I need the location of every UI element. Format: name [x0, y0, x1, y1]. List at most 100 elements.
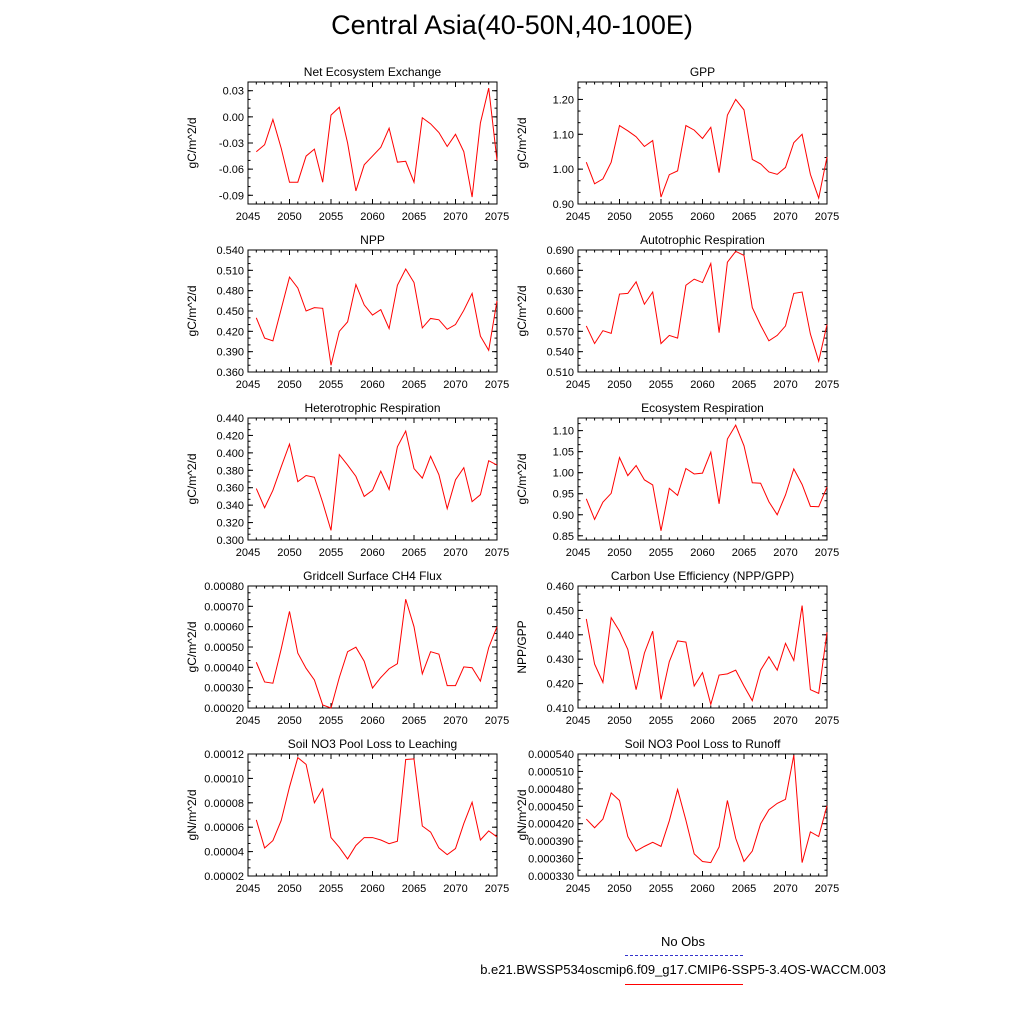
y-tick-label: 0.660: [546, 265, 574, 277]
y-tick-label: 0.570: [546, 326, 574, 338]
panel-0: Net Ecosystem Exchange gC/m^2/d 2045 2050 20…: [185, 65, 509, 223]
legend-obs-line: [625, 955, 743, 956]
x-tick-label: 2065: [402, 379, 426, 391]
y-tick-label: 0.90: [553, 510, 574, 522]
x-tick-label: 2055: [649, 547, 673, 559]
y-axis-label: gC/m^2/d: [185, 454, 199, 505]
x-tick-label: 2060: [690, 715, 714, 727]
legend-obs-label: No Obs: [660, 934, 706, 949]
series-line-model: [255, 599, 498, 709]
x-tick-label: 2055: [649, 211, 673, 223]
y-tick-label: 0.390: [216, 347, 244, 359]
panel-title: Carbon Use Efficiency (NPP/GPP): [611, 569, 794, 583]
y-axis-label: NPP/GPP: [515, 620, 529, 673]
y-axis-label: gN/m^2/d: [185, 790, 199, 841]
x-tick-label: 2070: [443, 883, 467, 895]
plot-frame: [577, 417, 828, 541]
x-tick-label: 2055: [319, 883, 343, 895]
series-line-model: [255, 756, 498, 860]
series-line-model: [585, 605, 828, 707]
x-tick-label: 2045: [566, 883, 590, 895]
y-tick-label: 0.340: [216, 500, 244, 512]
y-tick-label: 0.510: [546, 367, 574, 379]
y-tick-label: 0.600: [546, 306, 574, 318]
plot-frame: [577, 753, 828, 877]
series-line-model: [585, 250, 828, 364]
x-tick-label: 2065: [402, 715, 426, 727]
y-tick-label: 0.440: [216, 413, 244, 425]
y-tick-label: 0.380: [216, 465, 244, 477]
x-tick-label: 2045: [566, 547, 590, 559]
y-tick-label: 0.00008: [204, 798, 244, 810]
y-tick-label: 0.000480: [528, 784, 574, 796]
y-tick-label: 0.000360: [528, 854, 574, 866]
y-axis-label: gC/m^2/d: [185, 622, 199, 673]
x-tick-label: 2075: [815, 547, 839, 559]
y-tick-label: 0.00012: [204, 749, 244, 761]
y-tick-label: 0.00002: [204, 871, 244, 883]
plot-frame: [577, 585, 828, 709]
panel-8: Soil NO3 Pool Loss to Leaching gN/m^2/d 20…: [185, 737, 509, 895]
x-tick-label: 2050: [277, 715, 301, 727]
x-tick-label: 2050: [607, 211, 631, 223]
y-tick-label: -0.03: [219, 138, 244, 150]
y-tick-label: 1.05: [553, 447, 574, 459]
x-tick-label: 2045: [566, 715, 590, 727]
y-tick-label: 0.00004: [204, 847, 244, 859]
x-tick-label: 2075: [485, 379, 509, 391]
x-tick-label: 2045: [236, 883, 260, 895]
x-tick-label: 2060: [690, 211, 714, 223]
y-tick-label: 0.320: [216, 518, 244, 530]
y-tick-label: 0.90: [553, 199, 574, 211]
x-tick-label: 2055: [319, 547, 343, 559]
x-tick-label: 2060: [690, 379, 714, 391]
panel-title: Soil NO3 Pool Loss to Runoff: [625, 737, 782, 751]
panel-title: NPP: [360, 233, 385, 247]
series-line-model: [585, 424, 828, 531]
x-tick-label: 2075: [485, 211, 509, 223]
y-tick-label: 0.00010: [204, 773, 244, 785]
y-tick-label: 0.540: [216, 245, 244, 257]
panel-title: Autotrophic Respiration: [640, 233, 765, 247]
y-tick-label: 0.690: [546, 245, 574, 257]
panel-title: Net Ecosystem Exchange: [304, 65, 442, 79]
panel-5: Ecosystem Respiration gC/m^2/d 2045 2050 205…: [515, 401, 839, 559]
x-tick-label: 2070: [443, 715, 467, 727]
y-axis-label: gC/m^2/d: [515, 118, 529, 169]
panel-title: Heterotrophic Respiration: [304, 401, 440, 415]
panel-6: Gridcell Surface CH4 Flux gC/m^2/d 2045 205…: [185, 569, 509, 727]
y-tick-label: 0.540: [546, 347, 574, 359]
x-tick-label: 2050: [607, 547, 631, 559]
x-tick-label: 2065: [402, 547, 426, 559]
x-tick-label: 2045: [236, 379, 260, 391]
y-tick-label: 0.85: [553, 531, 574, 543]
x-tick-label: 2070: [773, 883, 797, 895]
x-tick-label: 2050: [277, 547, 301, 559]
x-tick-label: 2070: [443, 379, 467, 391]
x-tick-label: 2050: [277, 211, 301, 223]
figure-title: Central Asia(40-50N,40-100E): [331, 10, 693, 40]
series-line-model: [585, 755, 828, 864]
y-tick-label: 0.00050: [204, 642, 244, 654]
x-tick-label: 2075: [815, 211, 839, 223]
panel-1: GPP gC/m^2/d 2045 2050 2055 2060 2065 2070 2075 0…: [515, 65, 839, 223]
x-tick-label: 2050: [277, 379, 301, 391]
y-tick-label: 0.460: [546, 581, 574, 593]
legend-model-line: [625, 984, 743, 985]
y-tick-label: 0.300: [216, 535, 244, 547]
y-tick-label: 0.510: [216, 265, 244, 277]
x-tick-label: 2060: [360, 547, 384, 559]
panel-title: GPP: [690, 65, 715, 79]
x-tick-label: 2045: [566, 379, 590, 391]
plot-frame: [247, 585, 498, 709]
y-tick-label: 0.00060: [204, 622, 244, 634]
series-line-model: [255, 429, 498, 531]
x-tick-label: 2055: [319, 379, 343, 391]
y-tick-label: 0.00040: [204, 662, 244, 674]
panel-title: Soil NO3 Pool Loss to Leaching: [288, 737, 457, 751]
panel-9: Soil NO3 Pool Loss to Runoff gN/m^2/d 2045…: [515, 737, 839, 895]
plot-frame: [247, 249, 498, 373]
y-tick-label: 0.420: [216, 326, 244, 338]
series-line-model: [255, 87, 498, 198]
x-tick-label: 2045: [236, 715, 260, 727]
